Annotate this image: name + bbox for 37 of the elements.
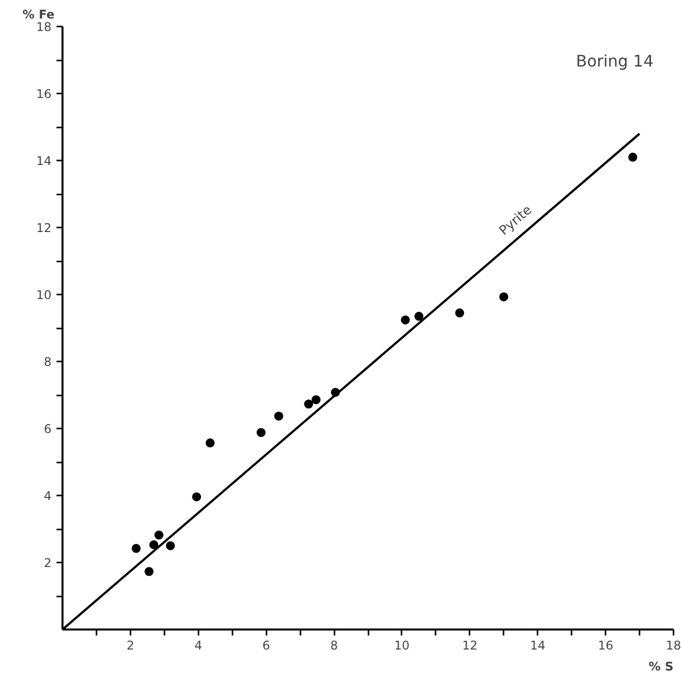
point — [274, 412, 284, 421]
point — [304, 400, 314, 409]
point — [144, 567, 154, 576]
point — [166, 541, 175, 550]
x-tick-label: 2 — [126, 638, 134, 652]
y-tick-label: 16 — [36, 87, 52, 101]
x-axis-title: % S — [648, 660, 674, 674]
y-tick-label: 10 — [36, 288, 52, 302]
x-tick-label: 10 — [394, 638, 410, 652]
text: Boring 14 — [576, 52, 654, 70]
y-tick-label: 2 — [44, 556, 52, 570]
point — [312, 395, 321, 404]
x-tick-label: 8 — [330, 638, 338, 652]
x-tick-label: 12 — [462, 638, 478, 652]
point — [206, 438, 215, 448]
y-axis-title: % Fe — [22, 8, 55, 22]
point — [400, 315, 410, 324]
y-tick-label: 12 — [36, 221, 52, 235]
x-tick-label: 14 — [530, 638, 546, 652]
y-tick-label: 6 — [44, 422, 52, 436]
point — [455, 308, 464, 318]
x-tick-label: 4 — [194, 638, 202, 652]
point — [256, 428, 266, 438]
y-tick-label: 8 — [44, 355, 52, 369]
point — [499, 292, 508, 302]
point — [192, 492, 202, 502]
point — [132, 544, 141, 553]
point — [414, 312, 424, 321]
x-tick-label: 16 — [598, 638, 614, 652]
point — [154, 530, 164, 540]
x-tick-label: 6 — [262, 638, 270, 652]
y-tick-label: 18 — [36, 20, 52, 34]
x-tick-label: 18 — [666, 638, 682, 652]
point — [149, 540, 158, 550]
y-tick-label: 4 — [44, 489, 52, 503]
y-tick-label: 14 — [36, 154, 52, 168]
point — [628, 152, 638, 162]
